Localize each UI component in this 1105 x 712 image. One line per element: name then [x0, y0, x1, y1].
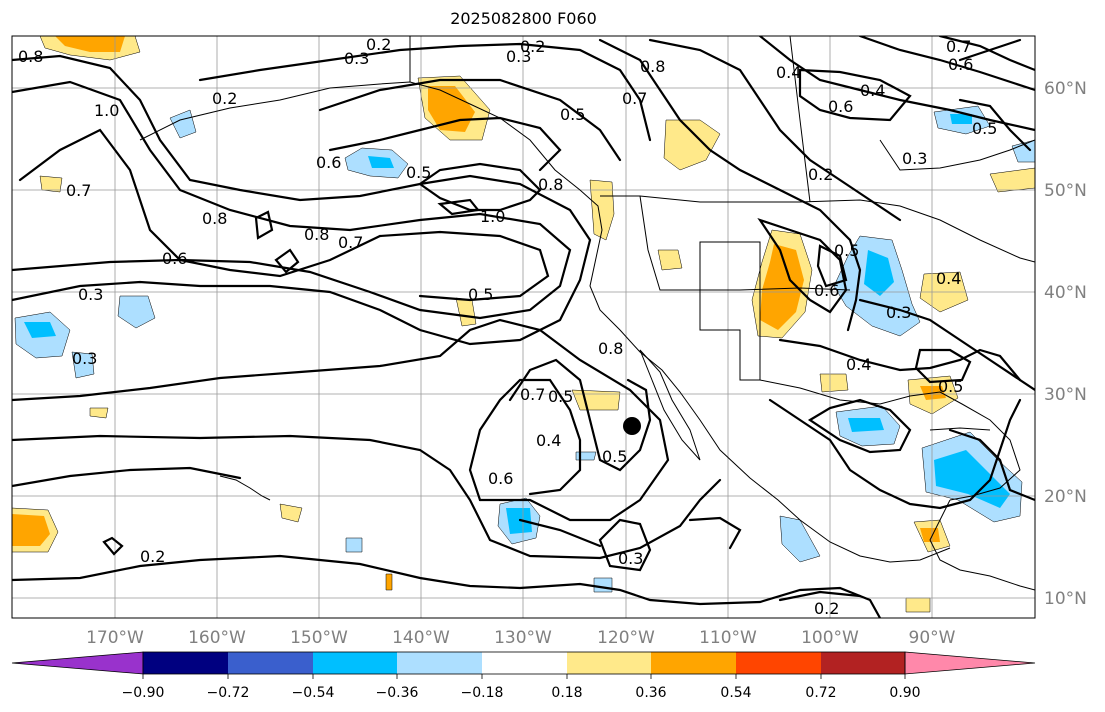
contour-label: 0.3 — [902, 149, 927, 168]
contour-label: 0.2 — [212, 89, 237, 108]
lat-label: 30°N — [1044, 385, 1087, 405]
colorbar-bin — [651, 652, 736, 674]
contour-label: 0.8 — [640, 57, 665, 76]
colorbar-bin — [313, 652, 397, 674]
colorbar-bin — [397, 652, 482, 674]
contour-label: 0.5 — [406, 163, 431, 182]
lon-label: 130°W — [494, 628, 552, 648]
colorbar-tick-label: −0.90 — [122, 685, 165, 701]
contour-label: 0.3 — [78, 285, 103, 304]
contour-label: 0.2 — [808, 165, 833, 184]
contour-label: 0.3 — [886, 303, 911, 322]
contour-label: 0.8 — [202, 209, 227, 228]
contour-label: 0.5 — [972, 119, 997, 138]
contour-label: 0.3 — [72, 349, 97, 368]
colorbar-tick-label: −0.54 — [292, 685, 335, 701]
colorbar-extend-high — [904, 651, 1036, 675]
contour-label: 0.2 — [366, 35, 391, 54]
lon-label: 90°W — [909, 628, 956, 648]
colorbar-bin — [143, 652, 228, 674]
contour-label: 0.3 — [344, 49, 369, 68]
colorbar-tick-label: −0.18 — [461, 685, 504, 701]
contour-label: 0.6 — [488, 469, 513, 488]
contour-label: 0.7 — [622, 89, 647, 108]
contour-label: 0.5 — [560, 105, 585, 124]
colorbar-bin — [821, 652, 905, 674]
contour-label: 0.8 — [538, 175, 563, 194]
lon-label: 100°W — [801, 628, 859, 648]
contour-label: 0.7 — [520, 385, 545, 404]
lat-label: 50°N — [1044, 181, 1087, 201]
longitude-labels: 170°W 160°W 150°W 140°W 130°W 120°W 110°… — [86, 628, 956, 648]
contour-label: 0.4 — [536, 431, 561, 450]
contour-label: 0.5 — [938, 377, 963, 396]
contour-label: 0.6 — [162, 249, 187, 268]
contour-label: 0.4 — [846, 355, 871, 374]
contour-label: 0.7 — [946, 37, 971, 56]
contour-label: 0.6 — [814, 281, 839, 300]
lat-label: 40°N — [1044, 283, 1087, 303]
colorbar-tick-label: 0.54 — [720, 685, 751, 701]
lon-label: 120°W — [597, 628, 655, 648]
contour-label: 1.0 — [94, 101, 119, 120]
colorbar-bin — [736, 652, 821, 674]
contour-label: 0.6 — [828, 97, 853, 116]
contour-labels: 0.8 0.3 0.2 0.2 0.3 0.7 0.6 0.4 1.0 0.2 … — [18, 35, 997, 618]
contour-label: 0.6 — [316, 153, 341, 172]
contour-label: 0.5 — [468, 285, 493, 304]
contour-label: 0.7 — [66, 181, 91, 200]
contour-label: 0.5 — [548, 387, 573, 406]
contour-label: 0.8 — [304, 225, 329, 244]
map-frame — [11, 35, 1036, 619]
contour-label: 0.2 — [140, 547, 165, 566]
contour-label: 0.5 — [834, 241, 859, 260]
contour-label: 0.2 — [814, 599, 839, 618]
contour-label: 0.6 — [948, 55, 973, 74]
colorbar: −0.90 −0.72 −0.54 −0.36 −0.18 0.18 0.36 … — [11, 651, 1036, 701]
colorbar-tick-label: 0.90 — [889, 685, 920, 701]
colorbar-tick-label: −0.36 — [376, 685, 419, 701]
lat-label: 10°N — [1044, 589, 1087, 609]
lon-label: 110°W — [699, 628, 757, 648]
contour-label: 0.3 — [618, 549, 643, 568]
colorbar-tick-label: 0.72 — [805, 685, 836, 701]
coastlines — [139, 36, 1035, 591]
contour-label: 0.4 — [860, 81, 885, 100]
lon-label: 170°W — [86, 628, 144, 648]
lon-label: 140°W — [392, 628, 450, 648]
colorbar-bin — [567, 652, 651, 674]
contour-label: 0.3 — [506, 47, 531, 66]
lat-label: 20°N — [1044, 487, 1087, 507]
contour-label: 0.8 — [598, 339, 623, 358]
colorbar-tick-label: 0.36 — [635, 685, 666, 701]
colorbar-extend-low — [11, 651, 144, 675]
colorbar-bin — [228, 652, 313, 674]
colorbar-bin — [482, 652, 567, 674]
contour-label: 0.8 — [18, 47, 43, 66]
colorbar-tick-label: 0.18 — [551, 685, 582, 701]
colorbar-tick-label: −0.72 — [207, 685, 250, 701]
contour-label: 0.7 — [338, 233, 363, 252]
map-title: 2025082800 F060 — [450, 9, 597, 28]
shaded-anomalies — [12, 36, 1035, 613]
contours — [12, 36, 1035, 618]
contour-label: 0.4 — [936, 269, 961, 288]
lat-label: 60°N — [1044, 79, 1087, 99]
lon-label: 160°W — [188, 628, 246, 648]
contour-label: 0.5 — [602, 447, 627, 466]
contour-label: 1.0 — [480, 207, 505, 226]
contour-label: 0.4 — [776, 63, 801, 82]
contour-label: 0.2 — [520, 37, 545, 56]
lon-label: 150°W — [290, 628, 348, 648]
latitude-labels: 60°N 50°N 40°N 30°N 20°N 10°N — [1044, 79, 1087, 609]
storm-marker-dot — [623, 417, 641, 435]
